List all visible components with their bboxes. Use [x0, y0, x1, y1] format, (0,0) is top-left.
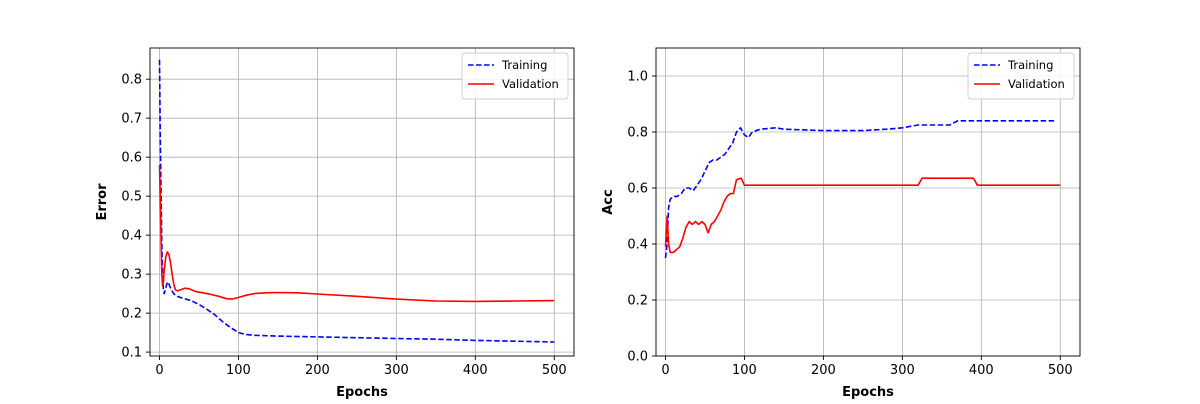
legend-label-validation: Validation	[1008, 77, 1065, 91]
x-tick-label: 300	[890, 363, 915, 378]
accuracy-chart-panel: 0 100 200 300 400 500 0.0 0.2 0.4 0.6 0.8 1.0 Epochs…	[601, 47, 1081, 400]
y-axis-label: Acc	[601, 189, 616, 214]
x-tick-label: 200	[811, 363, 836, 378]
y-tick-label: 0.4	[627, 238, 648, 253]
legend-label-training: Training	[1007, 58, 1053, 72]
x-axis-label: Epochs	[336, 385, 388, 400]
y-tick-label: 0.6	[121, 151, 142, 166]
y-tick-label: 1.0	[627, 70, 648, 85]
x-tick-label: 0	[155, 363, 163, 378]
legend-label-validation: Validation	[502, 77, 559, 91]
axes-frame	[655, 47, 1081, 357]
x-tick-label: 500	[542, 363, 567, 378]
x-tick-label: 400	[969, 363, 994, 378]
y-tick-label: 0.5	[121, 190, 142, 205]
x-tick-label: 500	[1048, 363, 1073, 378]
y-tick-label: 0.3	[121, 268, 142, 283]
y-tick-label: 0.0	[627, 350, 648, 365]
series-line-validation	[158, 164, 555, 303]
x-tick-label: 0	[661, 363, 669, 378]
series-line-validation	[664, 177, 1061, 254]
legend-label-training: Training	[501, 58, 547, 72]
x-tick-label: 100	[732, 363, 757, 378]
error-chart-panel: 0 100 200 300 400 500 0.1 0.2 0.3 0.4 0.5 0.6 0.7 0.8…	[95, 47, 575, 400]
y-tick-label: 0.4	[121, 229, 142, 244]
x-tick-label: 200	[305, 363, 330, 378]
x-tick-label: 300	[384, 363, 409, 378]
y-tick-label: 0.7	[121, 112, 142, 127]
y-tick-label: 0.8	[627, 126, 648, 141]
x-tick-label: 400	[463, 363, 488, 378]
axes-frame	[149, 47, 575, 357]
x-axis-label: Epochs	[842, 385, 894, 400]
x-tick-label: 100	[226, 363, 251, 378]
y-tick-label: 0.2	[121, 307, 142, 322]
series-line-training	[664, 120, 1057, 259]
y-axis-label: Error	[95, 183, 110, 221]
y-tick-label: 0.6	[627, 182, 648, 197]
y-tick-label: 0.8	[121, 73, 142, 88]
y-tick-label: 0.2	[627, 294, 648, 309]
y-tick-label: 0.1	[121, 346, 142, 361]
